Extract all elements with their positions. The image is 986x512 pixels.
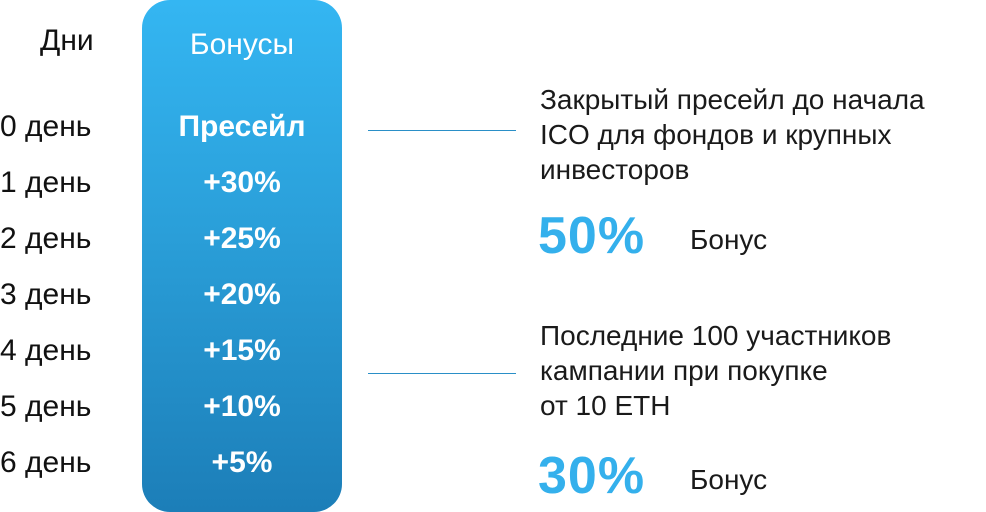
offer-percent-last-participants: 30% bbox=[538, 447, 646, 505]
day-label-3: 3 день bbox=[0, 278, 92, 311]
day-label-1: 1 день bbox=[0, 166, 92, 199]
bonus-value-5: +10% bbox=[203, 390, 281, 423]
day-label-0: 0 день bbox=[0, 110, 92, 143]
day-label-5: 5 день bbox=[0, 390, 92, 423]
bonus-value-4: +15% bbox=[203, 334, 281, 367]
bonus-value-0: Пресейл bbox=[178, 110, 306, 143]
offer-line: Закрытый пресейл до начала bbox=[540, 84, 925, 115]
offer-line: кампании при покупке bbox=[540, 355, 828, 386]
bonus-value-6: +5% bbox=[211, 446, 273, 479]
connector-line-last-participants bbox=[368, 373, 516, 374]
offer-percent-presale: 50% bbox=[538, 207, 646, 265]
offer-line: инвесторов bbox=[540, 154, 690, 185]
offer-description-presale: Закрытый пресейл до начала ICO для фондо… bbox=[540, 82, 925, 187]
bonus-value-2: +25% bbox=[203, 222, 281, 255]
day-label-6: 6 день bbox=[0, 446, 92, 479]
day-label-2: 2 день bbox=[0, 222, 92, 255]
days-header: Дни bbox=[40, 24, 94, 57]
bonus-column: Бонусы Пресейл +30% +25% +20% +15% +10% … bbox=[142, 0, 342, 512]
offer-line: от 10 ETH bbox=[540, 390, 671, 421]
bonus-value-1: +30% bbox=[203, 166, 281, 199]
bonus-value-3: +20% bbox=[203, 278, 281, 311]
day-label-4: 4 день bbox=[0, 334, 92, 367]
offer-bonus-label-last-participants: Бонус bbox=[690, 464, 768, 495]
offer-line: Последние 100 участников bbox=[540, 320, 892, 351]
offer-description-last-participants: Последние 100 участников кампании при по… bbox=[540, 318, 891, 423]
offer-bonus-label-presale: Бонус bbox=[690, 224, 768, 255]
bonus-column-title: Бонусы bbox=[189, 28, 295, 61]
offer-line: ICO для фондов и крупных bbox=[540, 119, 892, 150]
connector-line-presale bbox=[368, 130, 516, 131]
